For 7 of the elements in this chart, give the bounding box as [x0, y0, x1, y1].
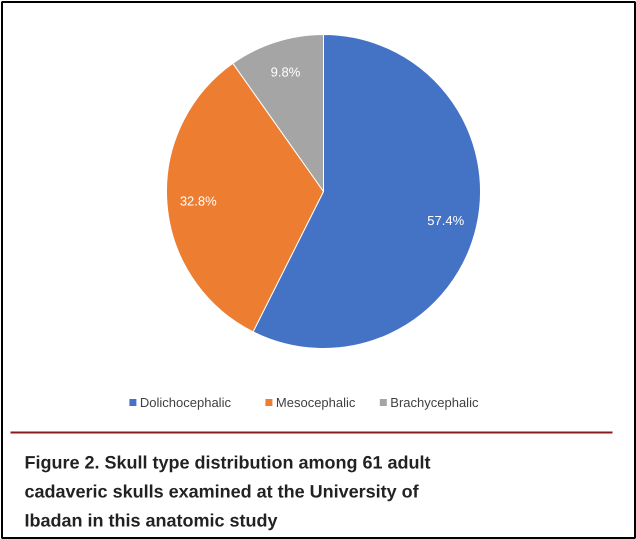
legend-label: Dolichocephalic: [140, 395, 232, 410]
caption: Figure 2. Skull type distribution among 61 adult cadaveric skulls examined at the University of Ibadan in this anatomic study: [24, 452, 431, 530]
data-label: 32.8%: [180, 193, 218, 208]
data-label: 57.4%: [427, 212, 465, 228]
legend-label: Mesocephalic: [276, 395, 356, 410]
data-label: 9.8%: [270, 64, 301, 80]
legend-label: Brachycephalic: [390, 395, 479, 410]
